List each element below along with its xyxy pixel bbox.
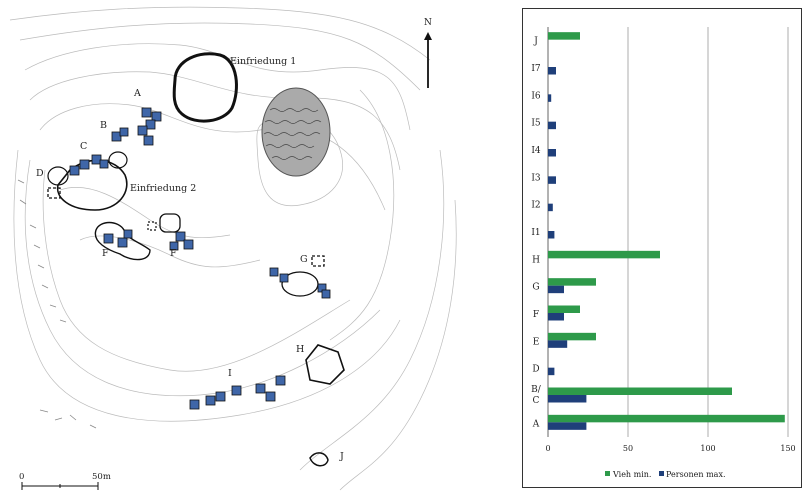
- legend-swatch-personen: [659, 471, 664, 476]
- label-f2: F: [170, 248, 177, 259]
- bar-personen-I5: [548, 121, 556, 130]
- bar-vieh-BC: [548, 387, 732, 395]
- bar-personen-I3: [548, 176, 556, 184]
- bar-vieh-H: [548, 250, 660, 259]
- category-label: E: [533, 337, 540, 347]
- bar-personen-I6: [548, 94, 552, 102]
- enclosure-f1: [94, 221, 151, 261]
- label-c: C: [80, 141, 88, 152]
- bar-vieh-E: [548, 332, 596, 341]
- label-f1: F: [102, 248, 109, 259]
- label-d: D: [36, 168, 44, 179]
- category-label: G: [532, 283, 539, 293]
- label-einfriedung-1: Einfriedung 1: [230, 56, 297, 67]
- bar-personen-E: [548, 340, 568, 348]
- label-a: A: [134, 88, 141, 99]
- bar-personen-D: [548, 367, 555, 376]
- enclosure-1: [172, 52, 238, 123]
- legend-swatch-vieh: [605, 471, 610, 476]
- legend-label-personen: Personen max.: [666, 470, 726, 479]
- building-squares: [69, 107, 331, 410]
- category-label: A: [532, 419, 540, 429]
- bar-vieh-A: [548, 414, 785, 423]
- bar-chart: 0 50 100 150 J I7 I6 I5 I4 I3 I2 I1 H G F E D B/C A Vieh mi…: [531, 27, 796, 479]
- x-tick-label: 50: [623, 444, 633, 453]
- category-label: I7: [531, 64, 541, 74]
- scarp-marks: [17, 179, 97, 429]
- scale-zero: 0: [19, 472, 25, 482]
- bar-personen-G: [548, 285, 564, 294]
- bar-personen-I4: [548, 149, 556, 157]
- label-b: B: [100, 120, 107, 131]
- north-label: N: [424, 18, 432, 28]
- label-einfriedung-2: Einfriedung 2: [130, 183, 197, 194]
- bar-personen-BC: [548, 395, 587, 403]
- label-g: G: [300, 254, 308, 265]
- bar-vieh-F: [548, 305, 580, 313]
- category-label: I5: [531, 119, 541, 129]
- contour-lines: [9, 6, 457, 491]
- category-label: H: [532, 255, 540, 265]
- bar-vieh-G: [548, 278, 596, 286]
- label-j: J: [340, 451, 344, 462]
- bar-personen-I1: [548, 231, 555, 239]
- x-tick-label: 150: [780, 444, 795, 453]
- legend-label-vieh: Vieh min.: [612, 470, 651, 479]
- bar-personen-F: [548, 313, 564, 321]
- enclosure-h: [305, 344, 345, 385]
- category-label: I3: [531, 173, 541, 183]
- category-label: I2: [531, 201, 540, 211]
- category-label: J: [533, 37, 538, 47]
- x-tick-label: 0: [545, 444, 550, 453]
- site-map-drawing: [9, 6, 457, 491]
- category-label: I1: [531, 228, 540, 238]
- bar-personen-I7: [548, 67, 556, 75]
- bar-personen-A: [548, 422, 587, 430]
- category-label: I6: [531, 91, 541, 101]
- category-label: F: [533, 310, 539, 320]
- category-label: D: [532, 365, 539, 375]
- site-map: N Einfriedung 1 Einfriedung 2 A B C D F …: [9, 6, 457, 491]
- pond: [261, 87, 331, 177]
- scale-fifty: 50m: [92, 472, 111, 482]
- label-i: I: [228, 368, 232, 379]
- x-tick-label: 100: [700, 444, 715, 453]
- category-label: B/: [531, 385, 542, 395]
- bar-vieh-J: [548, 32, 580, 40]
- bar-personen-I2: [548, 203, 553, 212]
- category-label: C: [533, 396, 540, 406]
- category-label: I4: [531, 146, 541, 156]
- bar-chart-frame: 0 50 100 150 J I7 I6 I5 I4 I3 I2 I1 H G F E D B/C A Vieh mi…: [522, 8, 802, 488]
- label-h: H: [296, 344, 305, 355]
